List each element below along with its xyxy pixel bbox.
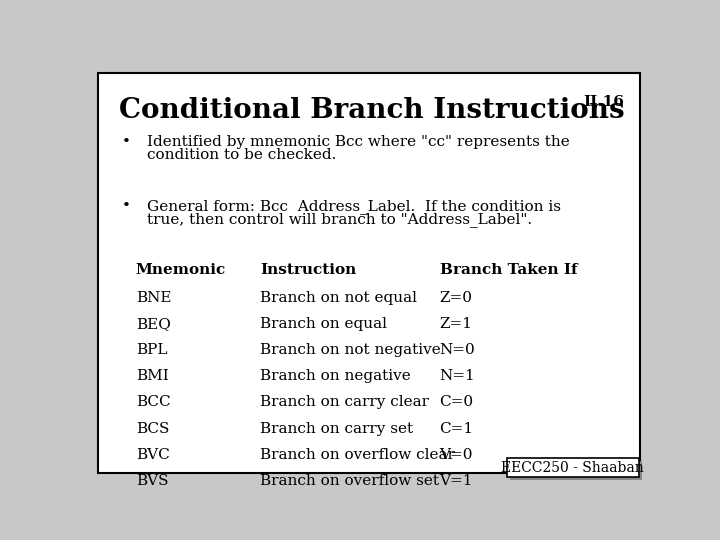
Text: BVC: BVC (136, 448, 169, 462)
Text: condition to be checked.: condition to be checked. (147, 148, 336, 163)
Text: II.16: II.16 (583, 94, 624, 109)
Text: V=1: V=1 (439, 474, 473, 488)
Text: BMI: BMI (136, 369, 168, 383)
Text: BVS: BVS (136, 474, 168, 488)
Text: •: • (122, 134, 131, 149)
Text: Z=0: Z=0 (439, 291, 472, 305)
Bar (507, 458, 639, 477)
Text: Mnemonic: Mnemonic (136, 262, 226, 276)
Text: BEQ: BEQ (136, 317, 171, 331)
Bar (510, 461, 642, 480)
Text: Branch on not negative: Branch on not negative (261, 343, 441, 357)
Text: Branch on overflow clear: Branch on overflow clear (261, 448, 455, 462)
Text: BCC: BCC (136, 395, 171, 409)
Text: true, then control will branch to "Address_Label".: true, then control will branch to "Addre… (147, 212, 531, 227)
Text: BPL: BPL (136, 343, 167, 357)
Text: •: • (122, 199, 131, 213)
Text: BCS: BCS (136, 422, 169, 436)
Text: Z=1: Z=1 (439, 317, 472, 331)
Text: Branch on not equal: Branch on not equal (261, 291, 418, 305)
Text: Identified by mnemonic Bcc where "cc" represents the: Identified by mnemonic Bcc where "cc" re… (147, 134, 570, 149)
Text: Branch Taken If: Branch Taken If (439, 262, 577, 276)
Text: C=0: C=0 (439, 395, 474, 409)
Text: Instruction: Instruction (261, 262, 356, 276)
Text: C=1: C=1 (439, 422, 474, 436)
Text: Branch on equal: Branch on equal (261, 317, 387, 331)
Text: EECC250 - Shaaban: EECC250 - Shaaban (501, 461, 644, 475)
Text: N=1: N=1 (439, 369, 475, 383)
Text: Branch on negative: Branch on negative (261, 369, 411, 383)
Text: Branch on carry set: Branch on carry set (261, 422, 413, 436)
Text: General form: Bcc  Address_Label.  If the condition is: General form: Bcc Address_Label. If the … (147, 199, 561, 213)
Text: BNE: BNE (136, 291, 171, 305)
Text: Branch on carry clear: Branch on carry clear (261, 395, 430, 409)
Text: V=0: V=0 (439, 448, 473, 462)
Text: Conditional Branch Instructions: Conditional Branch Instructions (120, 97, 625, 124)
Text: N=0: N=0 (439, 343, 475, 357)
Text: Branch on overflow set: Branch on overflow set (261, 474, 439, 488)
